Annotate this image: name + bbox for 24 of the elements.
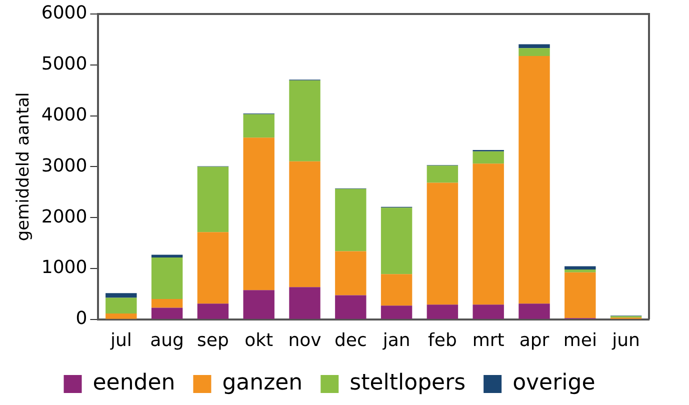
legend-label: steltlopers	[350, 370, 466, 396]
x-tick-label: nov	[288, 330, 322, 351]
y-tick-label: 6000	[41, 2, 88, 24]
x-tick-label: mei	[563, 330, 597, 351]
x-tick-label: sep	[197, 330, 229, 351]
x-tick-label: dec	[334, 330, 367, 351]
x-tick-label: apr	[519, 330, 550, 351]
x-tick-label: jul	[109, 330, 132, 351]
x-tick-label: okt	[244, 330, 274, 351]
x-tick-label: feb	[428, 330, 457, 351]
y-axis-title: gemiddeld aantal	[14, 92, 34, 242]
y-tick-label: 2000	[41, 206, 88, 228]
x-tick-label: mrt	[472, 330, 504, 351]
y-tick-label: 0	[76, 308, 88, 330]
legend-label: ganzen	[222, 370, 303, 396]
y-tick-label: 5000	[41, 54, 88, 75]
legend-label: eenden	[92, 370, 176, 396]
x-tick-label: aug	[150, 330, 184, 351]
x-tick-label: jun	[611, 330, 640, 351]
y-tick-label: 3000	[41, 155, 88, 176]
legend-label: overige	[512, 370, 596, 396]
x-tick-label: jan	[382, 330, 410, 351]
y-tick-label: 4000	[41, 104, 88, 126]
y-tick-label: 1000	[41, 257, 88, 278]
